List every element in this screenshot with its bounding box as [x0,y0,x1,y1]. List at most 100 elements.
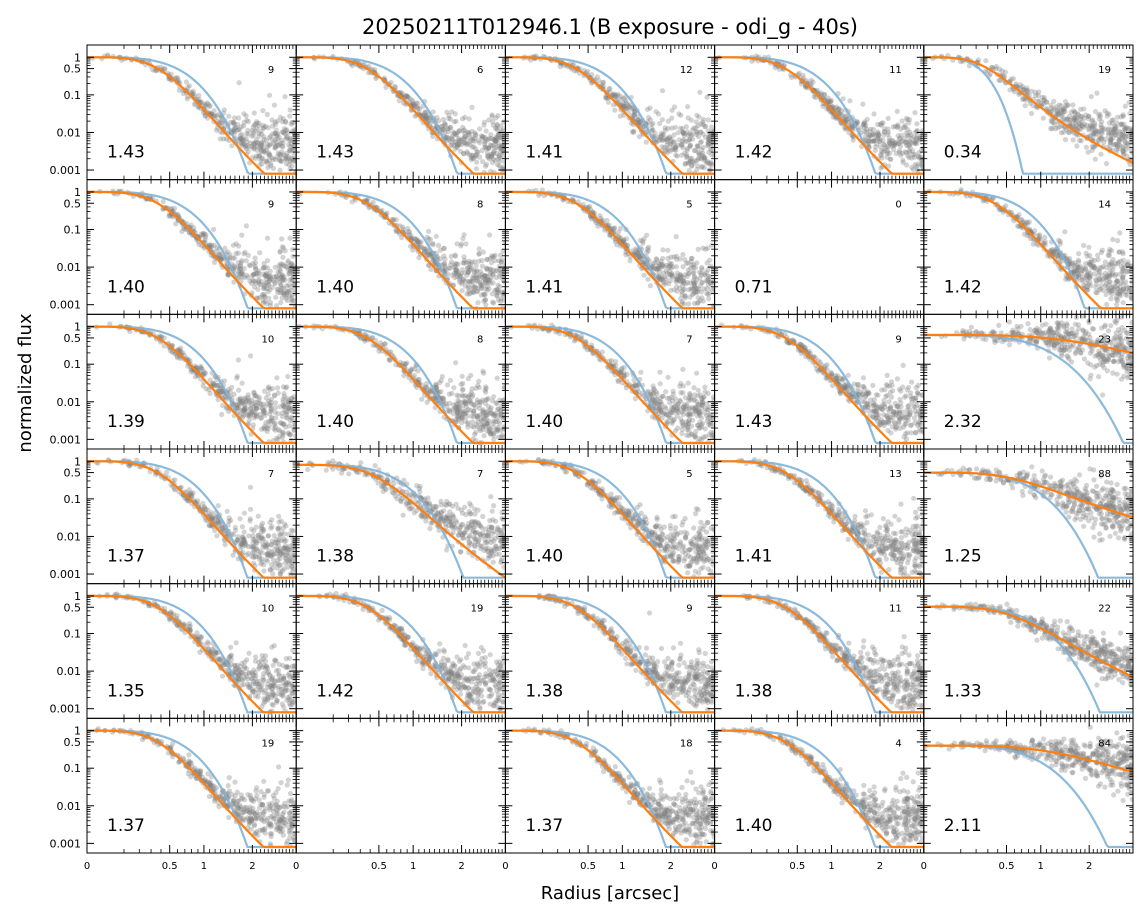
data-point [212,113,218,119]
data-point [446,137,452,143]
data-point [291,146,297,152]
data-point [1089,264,1095,271]
data-point [687,159,693,165]
data-point [1075,264,1081,270]
data-point [708,147,714,153]
data-point [267,92,273,98]
data-point [486,145,492,151]
data-point [230,119,236,125]
data-point [1083,144,1089,150]
data-point [704,94,710,100]
data-point [485,153,491,159]
data-point [1028,110,1035,117]
data-point [839,112,845,118]
data-point [174,75,180,81]
data-point [904,139,910,145]
data-point [668,287,674,293]
data-point [676,137,682,143]
data-point [644,106,651,112]
data-point [289,163,295,169]
data-point [492,140,498,147]
data-point [268,161,274,167]
data-point [702,155,708,161]
data-point [1062,99,1068,105]
data-point [457,137,463,143]
data-point [1106,279,1112,285]
data-point [1096,268,1102,274]
data-point [1093,284,1099,291]
data-point [705,143,711,149]
data-point [500,119,506,125]
data-point [238,124,244,130]
data-point [423,109,429,115]
data-point [1124,285,1130,291]
data-point [706,135,712,141]
data-point [635,117,642,123]
data-point [707,161,713,167]
data-point [272,145,278,151]
data-point [699,147,705,153]
data-point [1108,296,1114,302]
data-point [251,141,257,147]
data-point [875,121,881,128]
data-point [292,138,297,144]
data-point [240,135,246,141]
data-point [254,119,260,125]
data-point [150,67,156,73]
data-point [264,265,271,271]
data-point [498,123,504,129]
data-point [473,132,479,139]
data-point [707,290,713,296]
data-point [468,155,474,161]
data-point [607,86,613,92]
data-point [442,256,448,262]
data-point [373,75,379,82]
data-point [878,165,884,171]
data-point [689,162,695,168]
data-point [485,145,492,151]
data-point [279,149,285,155]
data-point [455,129,461,135]
data-point [490,151,496,157]
data-point [1110,236,1116,243]
data-point [618,225,624,231]
data-point [916,150,922,156]
data-point [238,271,244,277]
data-point [456,137,462,143]
y-tick-label: 0.1 [64,224,82,237]
data-point [904,162,910,168]
data-point [278,300,284,306]
data-point [282,94,288,100]
data-point [682,160,689,167]
data-point [667,141,673,147]
data-point [438,124,444,130]
data-point [235,115,242,121]
data-point [437,247,444,253]
data-point [885,115,891,121]
data-point [284,127,290,133]
data-point [272,281,278,287]
data-point [706,134,712,140]
data-point [496,143,502,149]
data-point [1113,132,1119,138]
data-point [485,154,491,161]
data-point [444,271,451,277]
data-point [606,86,612,92]
data-point [466,129,472,136]
data-point [687,131,693,137]
data-point [460,235,466,242]
data-point [264,144,270,150]
data-point [887,150,893,156]
data-point [275,118,281,124]
data-point [502,144,506,150]
data-point [160,198,166,205]
data-point [845,119,852,125]
data-point [681,133,687,139]
data-point [695,300,701,306]
data-point [462,130,468,136]
data-point [636,134,643,140]
data-point [631,112,637,118]
data-point [630,113,636,119]
data-point [881,141,887,147]
data-point [913,136,920,142]
